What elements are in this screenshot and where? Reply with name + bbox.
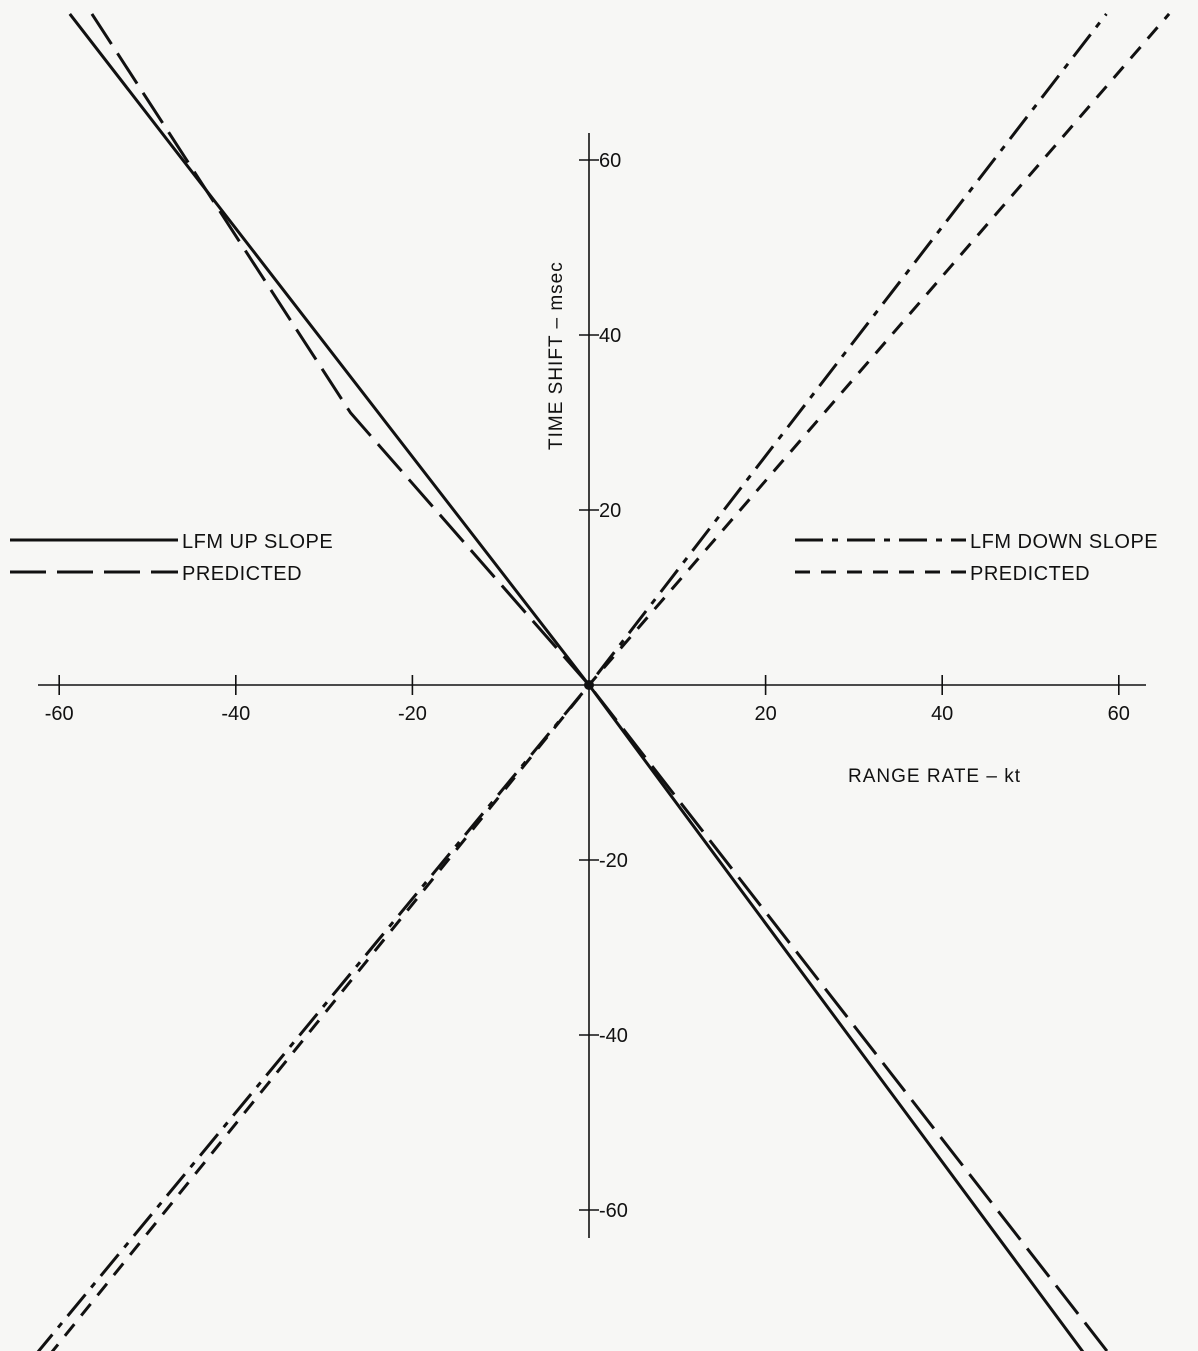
origin-marker bbox=[584, 680, 594, 690]
legend-label: PREDICTED bbox=[970, 563, 1090, 585]
series-line-down-shortdash bbox=[50, 12, 1171, 1351]
series-line-up-longdash bbox=[90, 13, 1109, 1351]
legend-label: PREDICTED bbox=[182, 563, 302, 585]
x-axis-title: RANGE RATE – kt bbox=[848, 766, 1021, 787]
legend-left: LFM UP SLOPE PREDICTED bbox=[10, 531, 333, 585]
y-tick-label: -20 bbox=[599, 850, 628, 872]
y-tick-label: 40 bbox=[599, 325, 621, 347]
x-tick-label: -40 bbox=[221, 703, 250, 725]
series-line-down-dashdot bbox=[36, 12, 1108, 1351]
x-tick-label: 60 bbox=[1108, 703, 1130, 725]
y-tick-label: -60 bbox=[599, 1200, 628, 1222]
x-tick-label: 40 bbox=[931, 703, 953, 725]
x-tick-label: -60 bbox=[45, 703, 74, 725]
legend-label: LFM DOWN SLOPE bbox=[970, 531, 1158, 553]
tick-marks: -60 -40 -20 20 40 60 60 40 20 -20 -40 -60 bbox=[45, 150, 1130, 1222]
y-tick-label: 20 bbox=[599, 500, 621, 522]
series-lines bbox=[36, 12, 1171, 1351]
legend-label: LFM UP SLOPE bbox=[182, 531, 333, 553]
y-axis-title: TIME SHIFT – msec bbox=[546, 261, 567, 450]
legend-right: LFM DOWN SLOPE PREDICTED bbox=[795, 531, 1158, 585]
y-tick-label: 60 bbox=[599, 150, 621, 172]
y-tick-label: -40 bbox=[599, 1025, 628, 1047]
x-tick-label: 20 bbox=[754, 703, 776, 725]
x-tick-label: -20 bbox=[398, 703, 427, 725]
